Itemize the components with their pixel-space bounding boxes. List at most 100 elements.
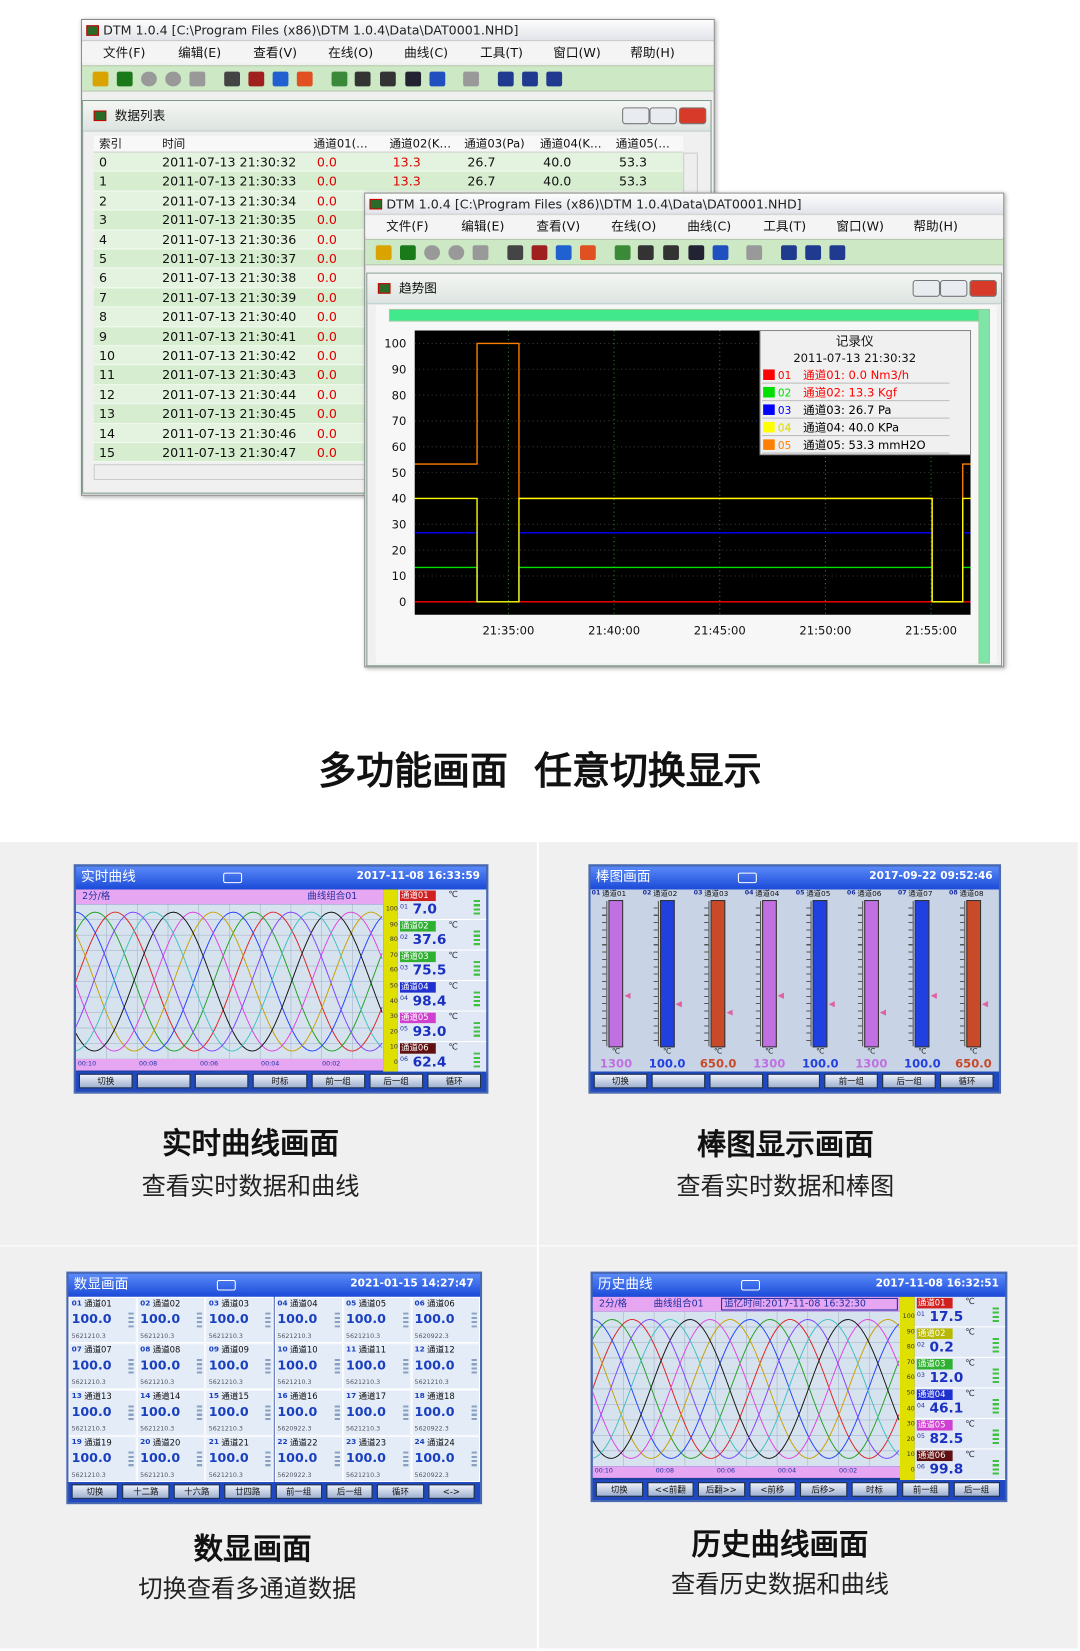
channel-id: 12: [414, 1345, 425, 1354]
channel-value: 100.0: [414, 1311, 455, 1327]
table-cell: 0.0: [316, 251, 337, 267]
channel-unit: ℃: [611, 1047, 621, 1056]
menu-item: 编辑(E): [461, 218, 505, 234]
scale-tick-label: 100: [902, 1312, 915, 1320]
level-indicator: [473, 899, 480, 915]
channel-id: 06: [846, 889, 856, 897]
menu-item: 查看(V): [536, 218, 581, 234]
curve-wave: [75, 911, 383, 1052]
column-header: 索引: [98, 137, 123, 151]
table-cell: 0.0: [316, 193, 337, 209]
channel-id: 01: [591, 889, 601, 897]
level-indicator: [265, 1358, 272, 1374]
table-cell: 13.3: [392, 154, 421, 170]
table-cell: 0.0: [316, 425, 337, 441]
toolbar-icon: [688, 245, 705, 260]
y-tick-label: 10: [392, 569, 407, 583]
level-indicator: [402, 1312, 409, 1328]
channel-total: 5620922.3: [414, 1471, 449, 1479]
device-screen: 数显画面 2021-01-15 14:27:47 01 通道01 100.0 562121…: [68, 1273, 480, 1503]
channel-id: 03: [399, 964, 409, 972]
app-window: DTM 1.0.4 [C:\Program Files (x86)\DTM 1.…: [364, 192, 1005, 668]
table-cell: 2011-07-13 21:30:45: [162, 406, 297, 422]
level-indicator: [992, 1429, 999, 1445]
channel-name: 通道01: [916, 1297, 953, 1309]
channel-name: 通道06: [916, 1450, 953, 1462]
device-button: 后一组: [953, 1482, 1000, 1497]
time-label: 00:10: [77, 1059, 97, 1068]
channel-value: 100.0: [140, 1450, 181, 1466]
button-bar: 切换 <<前翻 后翻>> <前移 后移> 时标 前一组 后一组: [592, 1479, 1006, 1500]
channel-value: 100.0: [414, 1404, 455, 1419]
channel-name: 通道08: [152, 1345, 181, 1355]
table-cell: 15: [98, 445, 116, 460]
device-button: 前一组: [824, 1073, 879, 1089]
bar: [608, 899, 624, 1048]
legend-id: 02: [778, 387, 791, 399]
channel-cell: 01 通道01 100.0 5621210.3: [68, 1296, 138, 1344]
channel-name: 通道06: [427, 1298, 455, 1309]
panel-subcaption: 查看实时数据和棒图: [676, 1173, 895, 1202]
device-button: 前一组: [902, 1482, 949, 1497]
channel-value: 17.5: [929, 1309, 964, 1326]
legend-entry: 通道02: 13.3 Kgf: [803, 385, 898, 399]
toolbar-icon: [429, 71, 446, 87]
toolbar-icon: [829, 245, 846, 260]
device-button: 十六路: [173, 1484, 221, 1499]
graphic: [75, 904, 384, 1059]
table-cell: 13.3: [392, 174, 421, 189]
table-cell: 7: [98, 290, 107, 306]
channel-unit: ℃: [765, 1047, 774, 1056]
channel-name: 通道12: [427, 1345, 455, 1355]
channel-unit: ℃: [867, 1047, 876, 1056]
channel-total: 5621210.3: [71, 1332, 106, 1340]
channel-value: 93.0: [412, 1024, 447, 1040]
menu-item: 曲线(C): [404, 45, 449, 60]
level-indicator: [128, 1405, 134, 1420]
scale-tick-label: 90: [389, 920, 398, 928]
level-indicator: [471, 1358, 477, 1374]
child-title-bar: 数据列表: [83, 101, 711, 132]
channel-id: 17: [345, 1391, 357, 1400]
time-label: 00:06: [199, 1059, 219, 1068]
scroll-bar: [978, 308, 990, 664]
channel-name: 通道03: [916, 1358, 953, 1370]
device-screen: 历史曲线 2017-11-08 16:32:51 2分/格 曲线组合01 追忆时间:20…: [592, 1273, 1006, 1500]
panel-caption: 棒图显示画面: [696, 1127, 874, 1163]
legend-swatch: [763, 439, 775, 450]
time-label: 00:08: [138, 1059, 158, 1068]
bar-marker: [828, 1001, 835, 1008]
curve-subheader: 2分/格 曲线组合01 追忆时间:2017-11-08 16:32:30: [592, 1296, 900, 1312]
toolbar-icon: [272, 71, 289, 87]
legend-swatch: [763, 386, 775, 398]
channel-cell: 16 通道16 100.0 5620922.3: [274, 1389, 343, 1436]
child-window: 趋势图 0 10 20 30 40 50 60 70 80 90 100 21:35:00 21:40:0…: [366, 272, 1003, 667]
bar-scale: [755, 901, 761, 1047]
channel-cell: 13 通道13 100.0 5621210.3: [68, 1389, 138, 1436]
channel-total: 5620922.3: [277, 1471, 312, 1479]
channel-value: 100.0: [345, 1311, 386, 1327]
channel-unit: ℃: [448, 919, 458, 930]
level-indicator: [473, 1022, 480, 1037]
scale-tick-label: 40: [906, 1404, 915, 1413]
channel-cell: 11 通道11 100.0 5621210.3: [342, 1343, 412, 1390]
toolbar-icon: [531, 245, 548, 260]
screen-title: 数显画面: [73, 1276, 129, 1293]
device-button: 时标: [851, 1482, 898, 1497]
device-button: 切换: [595, 1482, 643, 1497]
channel-id: 01: [399, 903, 409, 911]
legend-time: 2011-07-13 21:30:32: [793, 351, 916, 365]
title-bar: DTM 1.0.4 [C:\Program Files (x86)\DTM 1.…: [82, 19, 714, 42]
device-button: 后一组: [326, 1484, 373, 1499]
channel-id: 07: [897, 889, 907, 897]
level-indicator: [334, 1451, 340, 1467]
scale-tick-label: 80: [906, 1343, 915, 1351]
scale-tick-label: 70: [389, 951, 398, 959]
toolbar-icon: [579, 245, 596, 260]
channel-name: 通道13: [84, 1391, 112, 1402]
channel-value: 650.0: [699, 1056, 737, 1071]
table-cell: 12: [98, 387, 116, 402]
group-label: 曲线组合01: [307, 891, 358, 903]
